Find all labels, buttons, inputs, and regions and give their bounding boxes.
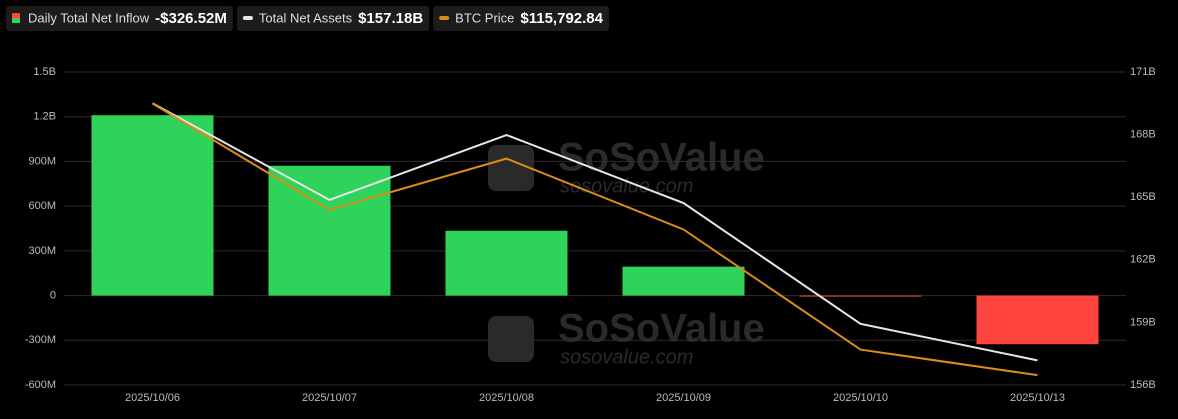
legend-value: $115,792.84 bbox=[520, 10, 603, 27]
x-tick-label: 2025/10/07 bbox=[302, 392, 357, 404]
legend-item: Daily Total Net Inflow -$326.52M bbox=[6, 6, 233, 31]
watermark: SoSoValue sosovalue.com SoSoValue sosova… bbox=[488, 136, 765, 368]
legend-swatch bbox=[12, 18, 20, 23]
legend-name: BTC Price bbox=[455, 10, 514, 25]
legend-item: BTC Price $115,792.84 bbox=[433, 6, 609, 31]
y-tick-label: 1.5B bbox=[33, 66, 56, 78]
y2-tick-label: 165B bbox=[1130, 191, 1156, 203]
watermark-logo bbox=[488, 145, 534, 191]
y-tick-label: 900M bbox=[28, 155, 56, 167]
x-tick-label: 2025/10/10 bbox=[833, 392, 888, 404]
y2-tick-label: 156B bbox=[1130, 379, 1156, 391]
bar bbox=[91, 115, 214, 296]
y-tick-label: 1.2B bbox=[33, 111, 56, 123]
y2-tick-label: 159B bbox=[1130, 316, 1156, 328]
line bbox=[152, 102, 1038, 362]
y2-tick-label: 168B bbox=[1130, 129, 1156, 141]
y2-tick-label: 171B bbox=[1130, 66, 1156, 78]
y-tick-label: 300M bbox=[28, 245, 56, 257]
x-tick-label: 2025/10/09 bbox=[656, 392, 711, 404]
legend-value: $157.18B bbox=[358, 10, 423, 27]
watermark-site: sosovalue.com bbox=[560, 346, 693, 368]
y-tick-label: -600M bbox=[25, 379, 56, 391]
watermark-site: sosovalue.com bbox=[560, 175, 693, 197]
line bbox=[151, 102, 1038, 377]
legend-swatch bbox=[242, 16, 253, 20]
legend-value: -$326.52M bbox=[155, 10, 227, 27]
bar bbox=[799, 295, 922, 297]
legend-swatch bbox=[12, 13, 20, 18]
legend-box bbox=[6, 6, 233, 31]
bar bbox=[268, 165, 391, 296]
legend-name: Daily Total Net Inflow bbox=[28, 10, 150, 25]
y-tick-label: 0 bbox=[50, 289, 56, 301]
watermark-brand: SoSoValue bbox=[558, 307, 765, 351]
x-tick-label: 2025/10/08 bbox=[479, 392, 534, 404]
legend-box bbox=[236, 6, 430, 31]
bar bbox=[445, 230, 568, 296]
legend-name: Total Net Assets bbox=[259, 10, 353, 25]
watermark-logo bbox=[488, 316, 534, 362]
legend-swatch bbox=[439, 16, 450, 20]
x-tick-label: 2025/10/13 bbox=[1010, 392, 1065, 404]
legend-box bbox=[433, 6, 609, 31]
y2-tick-label: 162B bbox=[1130, 254, 1156, 266]
legend-item: Total Net Assets $157.18B bbox=[236, 6, 430, 31]
x-tick-label: 2025/10/06 bbox=[125, 392, 180, 404]
watermark-brand: SoSoValue bbox=[558, 136, 765, 180]
y-tick-label: -300M bbox=[25, 334, 56, 346]
y-tick-label: 600M bbox=[28, 200, 56, 212]
bar bbox=[622, 266, 745, 296]
bar bbox=[976, 295, 1099, 345]
